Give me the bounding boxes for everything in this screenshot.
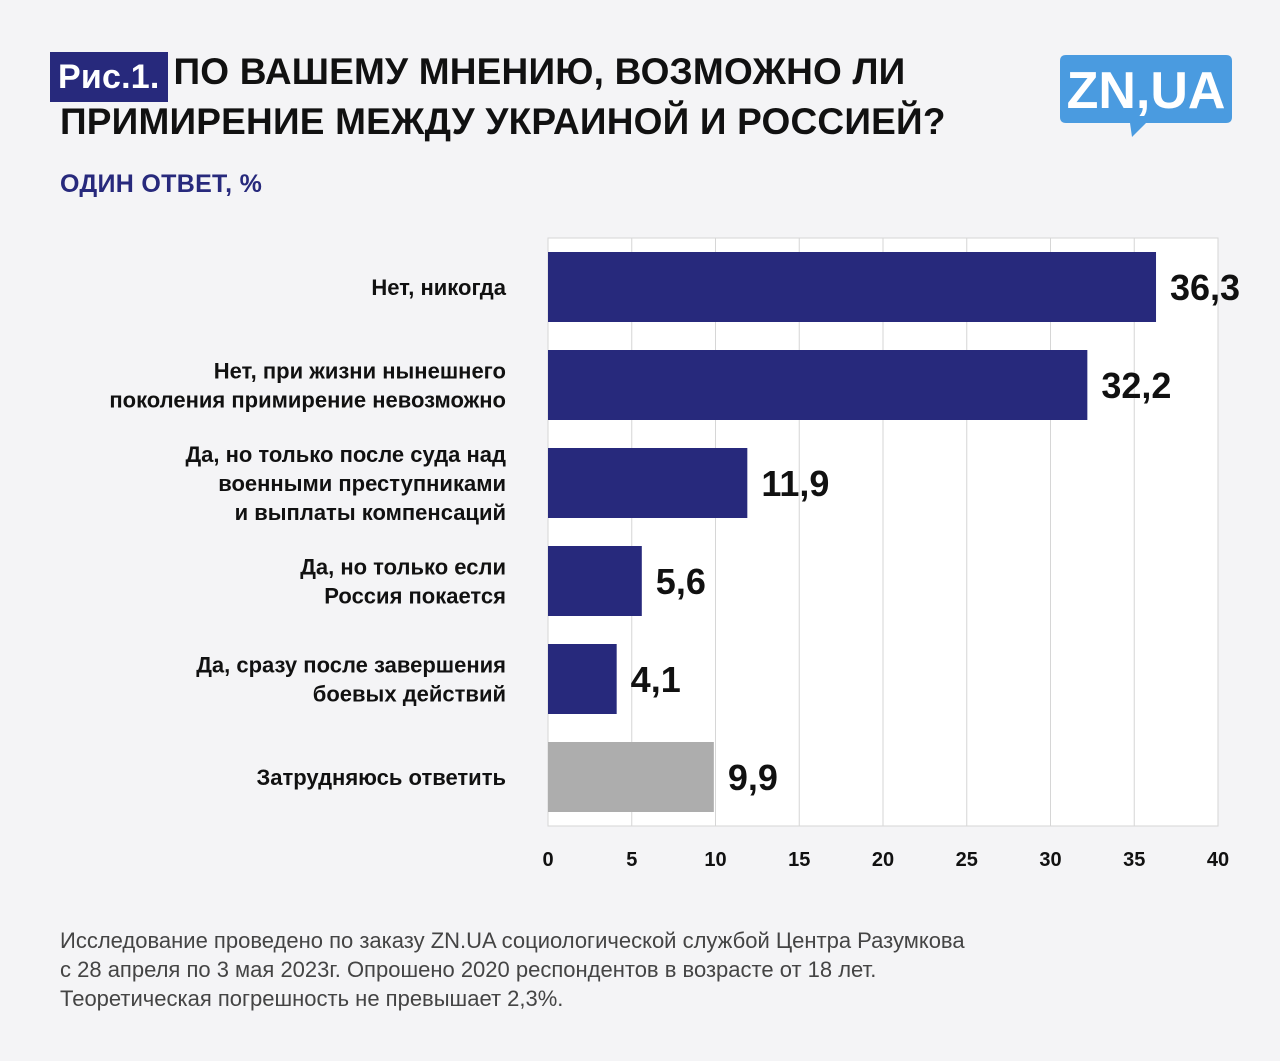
bar-value-label: 4,1 [631,659,681,700]
bar-value-label: 36,3 [1170,267,1240,308]
logo-text: ZN,UA [1067,62,1226,120]
zn-ua-logo: ZN,UA [1060,55,1232,137]
footnote-line-1: Исследование проведено по заказу ZN.UA с… [60,928,965,953]
bar-value-label: 9,9 [728,757,778,798]
x-tick-label: 10 [704,849,726,871]
category-label: Да, но только если [300,555,506,580]
logo-speech-bubble [1060,55,1232,137]
bar [548,252,1157,322]
bar [548,448,748,518]
x-tick-label: 0 [542,849,553,871]
title-line-2: ПРИМИРЕНИЕ МЕЖДУ УКРАИНОЙ И РОССИЕЙ? [60,101,946,142]
bar-value-label: 11,9 [761,463,829,504]
x-tick-label: 30 [1039,849,1061,871]
bar-value-label: 32,2 [1101,365,1171,406]
bar-chart: 0 5 10 15 20 25 30 35 40 36,3 Нет, никогда 32,2 Нет,… [109,237,1240,871]
x-tick-label: 40 [1207,849,1229,871]
category-label: Нет, никогда [371,275,506,300]
x-tick-label: 15 [788,849,810,871]
category-label: Россия покается [324,584,506,609]
title-block: Рис.1. ПО ВАШЕМУ МНЕНИЮ, ВОЗМОЖНО ЛИ ПРИМ… [50,50,1030,144]
footnote-line-2: с 28 апреля по 3 мая 2023г. Опрошено 202… [60,957,877,982]
category-label: Да, сразу после завершения [196,653,506,678]
x-tick-label: 20 [872,849,894,871]
category-label: Нет, при жизни нынешнего [214,359,506,384]
chart-subtitle: ОДИН ОТВЕТ, % [60,170,263,198]
figure-label-badge: Рис.1. [50,52,168,102]
title-line-1: ПО ВАШЕМУ МНЕНИЮ, ВОЗМОЖНО ЛИ [173,51,906,92]
category-label: Да, но только после суда над [185,442,506,467]
category-label: Затрудняюсь ответить [256,765,506,790]
x-tick-label: 35 [1123,849,1145,871]
bar [548,742,714,812]
chart-title: Рис.1. ПО ВАШЕМУ МНЕНИЮ, ВОЗМОЖНО ЛИ ПРИМ… [50,50,1030,144]
x-tick-label: 5 [626,849,637,871]
category-label: поколения примирение невозможно [109,388,506,413]
bar [548,644,617,714]
bar [548,350,1088,420]
x-tick-label: 25 [956,849,978,871]
category-label: и выплаты компенсаций [235,500,506,525]
category-label: боевых действий [313,682,506,707]
category-label: военными преступниками [218,471,506,496]
bar-value-label: 5,6 [656,561,706,602]
footnote: Исследование проведено по заказу ZN.UA с… [60,926,1210,1013]
bar [548,546,642,616]
footnote-line-3: Теоретическая погрешность не превышает 2… [60,986,564,1011]
